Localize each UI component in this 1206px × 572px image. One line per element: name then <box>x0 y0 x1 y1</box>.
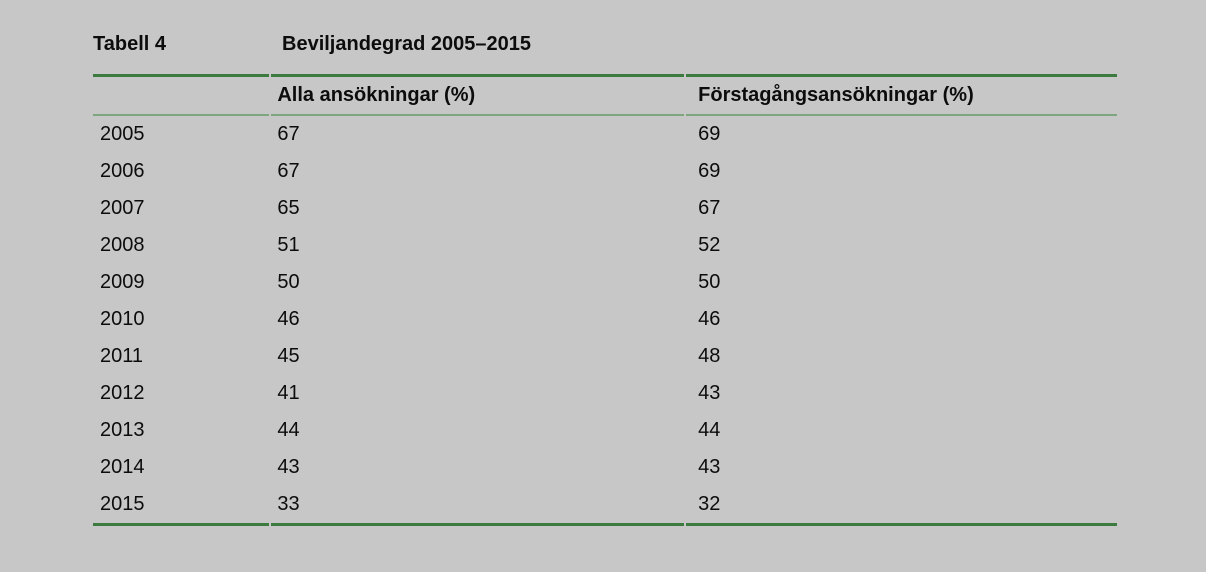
all-applications-cell: 51 <box>277 234 300 256</box>
table-row: 2011 45 48 <box>93 338 1117 375</box>
year-cell: 2007 <box>100 197 145 219</box>
all-applications-cell: 67 <box>277 160 300 182</box>
year-cell: 2012 <box>100 382 145 404</box>
year-cell: 2010 <box>100 308 145 330</box>
all-applications-cell: 67 <box>277 123 300 145</box>
table-title: Beviljandegrad 2005–2015 <box>282 33 532 55</box>
first-time-applications-cell: 32 <box>686 486 1117 526</box>
table-row: 2013 44 44 <box>93 412 1117 449</box>
year-cell: 2015 <box>93 486 270 526</box>
year-cell: 2005 <box>100 123 145 145</box>
first-time-applications-cell: 52 <box>698 234 721 256</box>
all-applications-cell: 46 <box>277 308 300 330</box>
table-caption: Tabell 4 Beviljandegrad 2005–2015 <box>93 33 531 55</box>
table-row: 2005 67 69 <box>93 116 1117 153</box>
first-time-applications-cell: 67 <box>698 197 721 219</box>
first-time-applications-cell: 48 <box>698 345 721 367</box>
year-cell: 2006 <box>100 160 145 182</box>
header-row: Alla ansökningar (%) Förstagångsansöknin… <box>93 74 1117 116</box>
header-year <box>93 74 270 116</box>
all-applications-cell: 33 <box>271 486 685 526</box>
table-row: 2007 65 67 <box>93 190 1117 227</box>
year-cell: 2009 <box>100 271 145 293</box>
table-row: 2006 67 69 <box>93 153 1117 190</box>
all-applications-cell: 65 <box>277 197 300 219</box>
table-label: Tabell 4 <box>93 33 166 55</box>
first-time-applications-cell: 46 <box>698 308 721 330</box>
first-time-applications-cell: 69 <box>698 123 721 145</box>
first-time-applications-cell: 50 <box>698 271 721 293</box>
header-first-time-applications: Förstagångsansökningar (%) <box>686 74 1117 116</box>
table-row: 2008 51 52 <box>93 227 1117 264</box>
all-applications-cell: 44 <box>277 419 300 441</box>
table-row: 2010 46 46 <box>93 301 1117 338</box>
table-row: 2014 43 43 <box>93 449 1117 486</box>
year-cell: 2014 <box>100 456 145 478</box>
all-applications-cell: 41 <box>277 382 300 404</box>
all-applications-cell: 50 <box>277 271 300 293</box>
first-time-applications-cell: 43 <box>698 382 721 404</box>
year-cell: 2013 <box>100 419 145 441</box>
table-row: 2012 41 43 <box>93 375 1117 412</box>
year-cell: 2011 <box>100 345 144 367</box>
first-time-applications-cell: 69 <box>698 160 721 182</box>
data-table: Alla ansökningar (%) Förstagångsansöknin… <box>91 74 1119 526</box>
year-cell: 2008 <box>100 234 145 256</box>
first-time-applications-cell: 44 <box>698 419 721 441</box>
table-row: 2009 50 50 <box>93 264 1117 301</box>
table-row: 2015 33 32 <box>93 486 1117 526</box>
first-time-applications-cell: 43 <box>698 456 721 478</box>
all-applications-cell: 45 <box>277 345 300 367</box>
header-all-applications: Alla ansökningar (%) <box>271 74 685 116</box>
all-applications-cell: 43 <box>277 456 300 478</box>
